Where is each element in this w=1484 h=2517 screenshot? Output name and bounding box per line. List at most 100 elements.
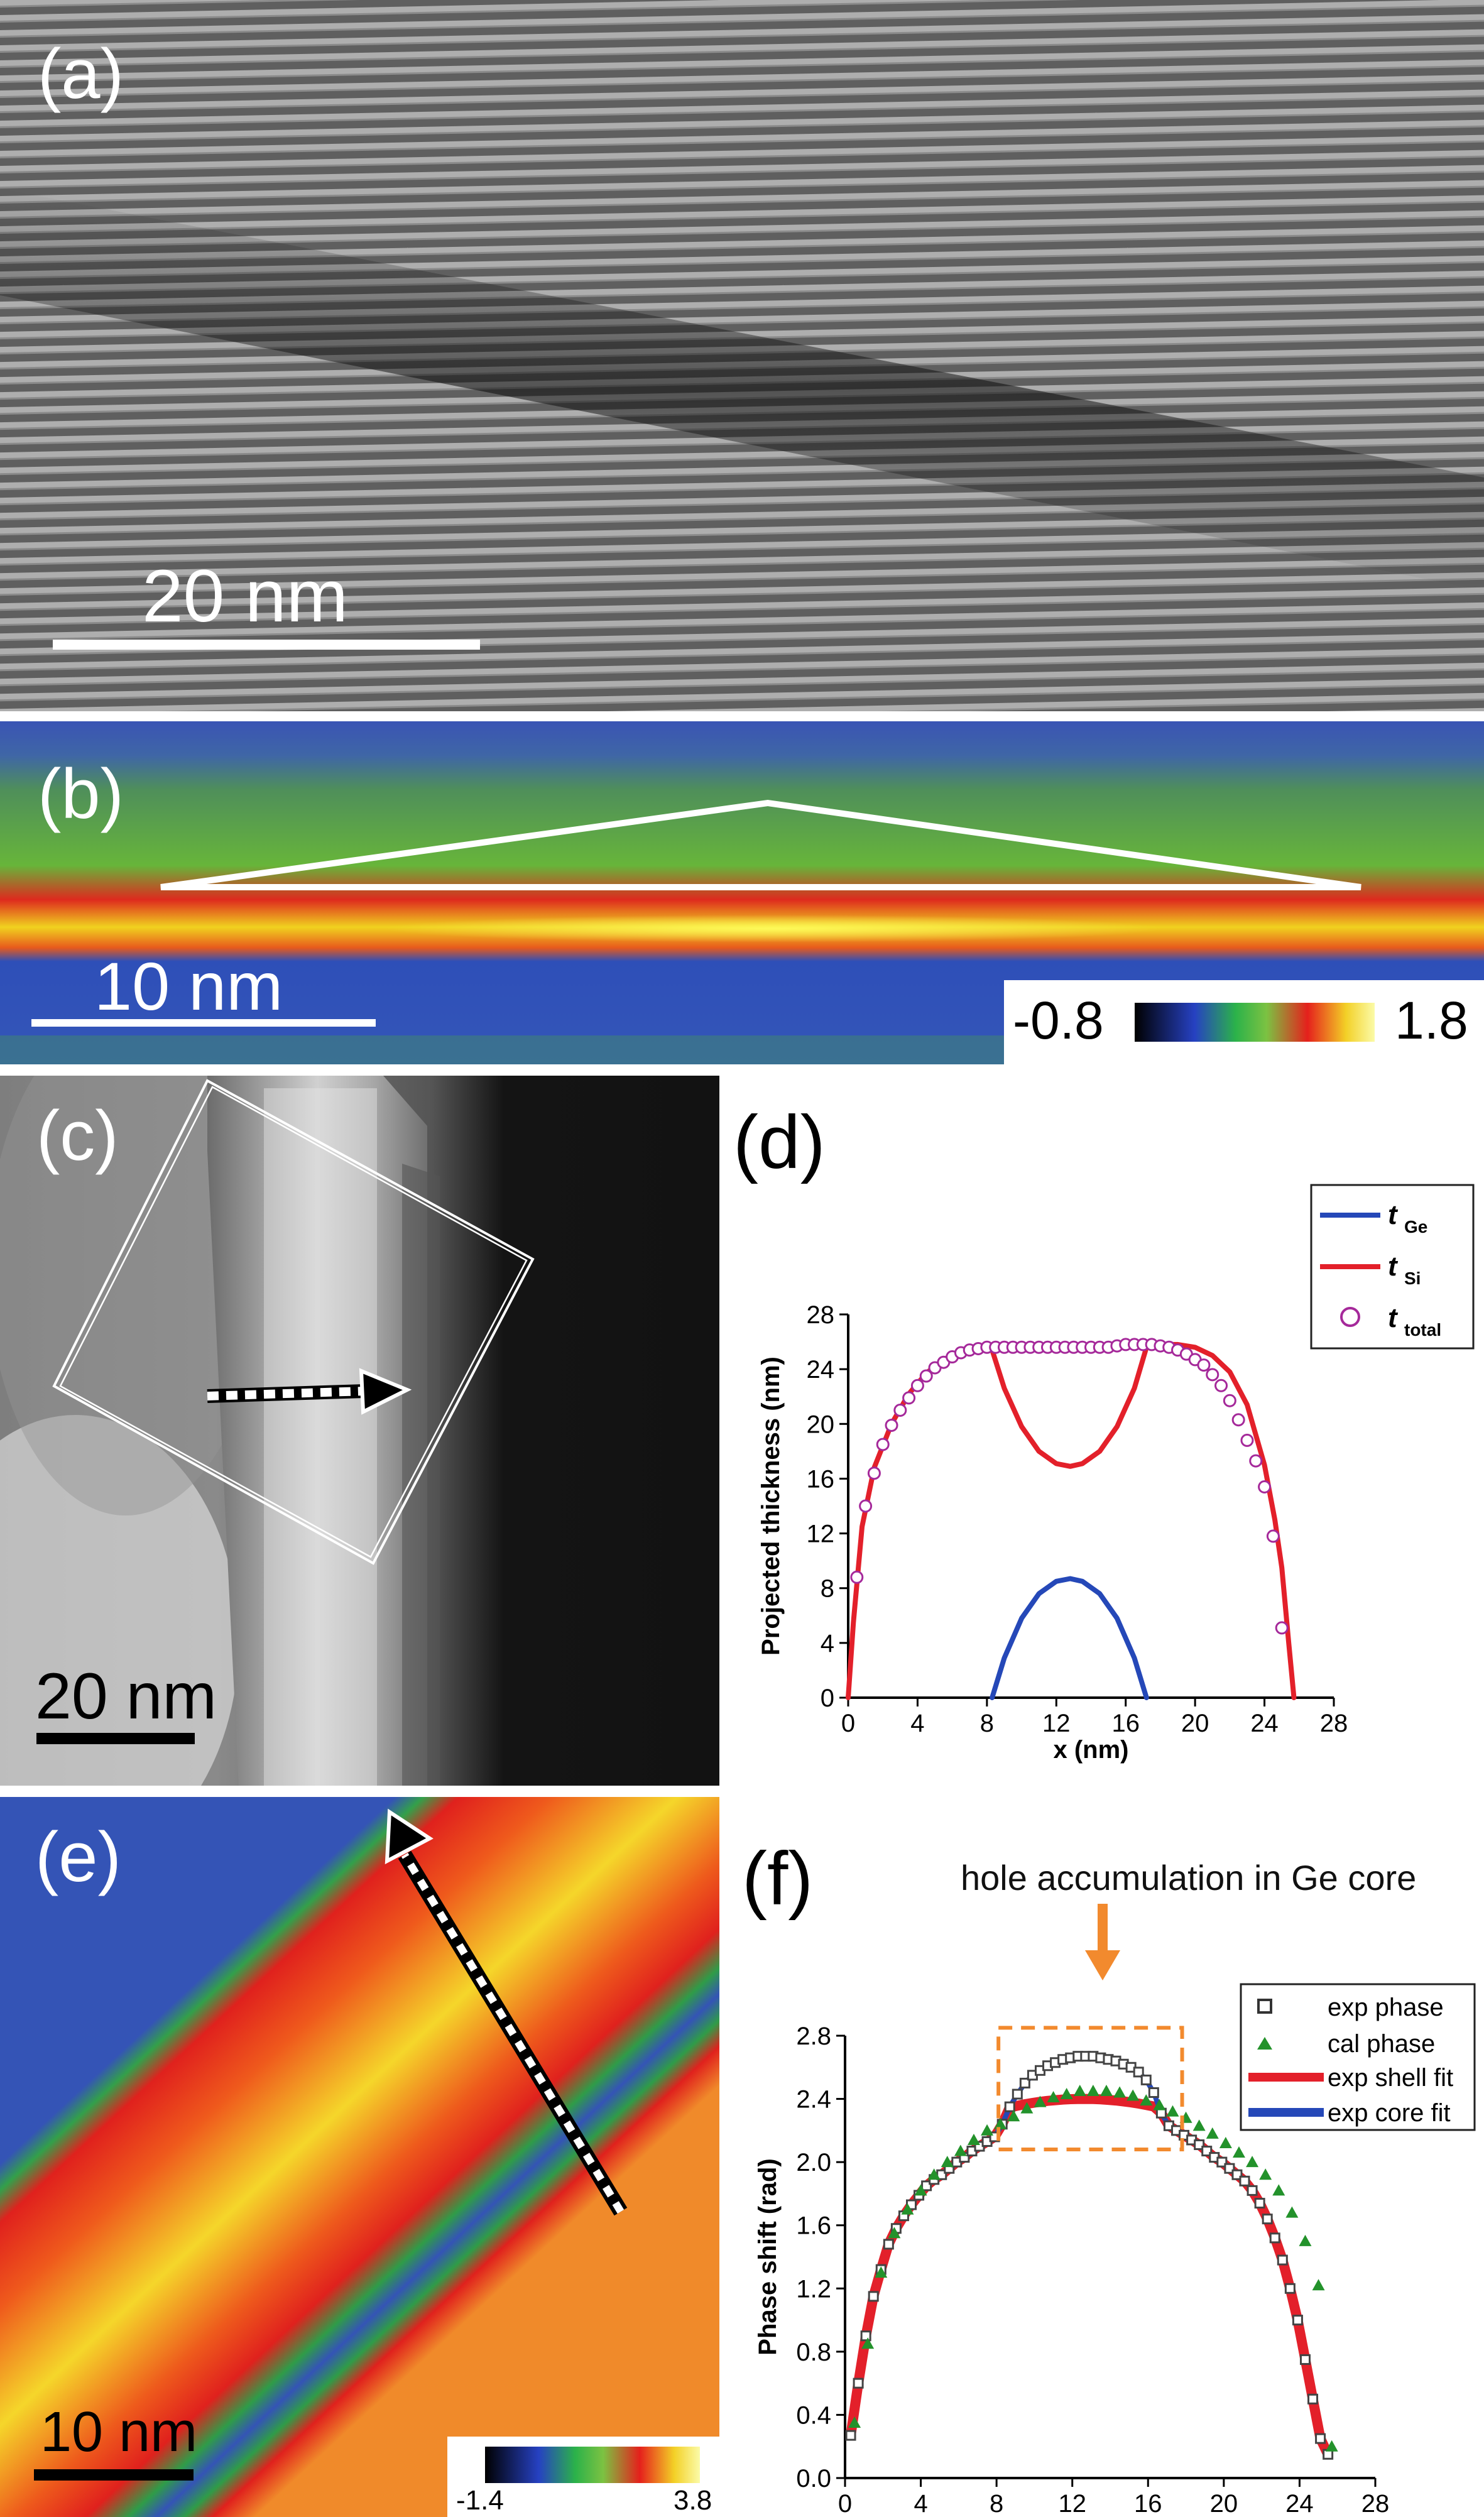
t-total-point [876, 1438, 890, 1451]
cal-phase-point [1299, 2234, 1312, 2246]
thickness-xtick-label: 8 [980, 1710, 994, 1737]
cal-phase-point [1007, 2110, 1020, 2122]
cal-phase-point [967, 2133, 980, 2145]
panel-a-scalebar [53, 640, 480, 650]
panel-b-label: (b) [38, 755, 124, 833]
panel-a-scalebar-label: 20 nm [142, 555, 348, 638]
legend-t-ge: t [1388, 1199, 1399, 1230]
panel-e-colorbar-max: 3.8 [674, 2485, 712, 2516]
panel-e-colorbar-min: -1.4 [456, 2485, 504, 2516]
cal-phase-point [901, 2203, 914, 2215]
exp-phase-point [1292, 2315, 1303, 2326]
phase-ytick-label: 1.6 [796, 2212, 831, 2240]
exp-phase-point [860, 2330, 871, 2342]
panel-a-label: (a) [38, 35, 124, 113]
cal-phase-point [1259, 2168, 1272, 2180]
cal-phase-point [1325, 2440, 1338, 2452]
thickness-xlabel: x (nm) [1054, 1736, 1129, 1764]
panel-c: (c) 20 nm [0, 1076, 719, 1786]
cal-phase-point [1232, 2146, 1245, 2158]
cal-phase-point [1127, 2089, 1140, 2101]
thickness-ytick-label: 28 [807, 1301, 835, 1329]
thickness-ytick-label: 12 [807, 1521, 835, 1548]
phase-xtick-label: 16 [1134, 2490, 1162, 2517]
panel-c-scalebar [36, 1733, 195, 1744]
thickness-xtick-label: 0 [841, 1710, 855, 1737]
hole-accumulation-annotation: hole accumulation in Ge core [961, 1858, 1416, 1897]
panel-b-colorbar-max: 1.8 [1395, 991, 1468, 1050]
legend-cal-phase: cal phase [1328, 2030, 1435, 2058]
exp-phase-point [1216, 2156, 1228, 2168]
cal-phase-point [848, 2416, 861, 2428]
strain-map-image [0, 721, 1484, 1064]
exp-phase-point [1277, 2254, 1288, 2266]
cal-phase-point [1047, 2091, 1060, 2103]
exp-phase-point [1012, 2088, 1023, 2100]
cal-phase-point [1060, 2088, 1073, 2100]
cal-phase-point [1153, 2099, 1166, 2110]
legend-sub-ge: Ge [1404, 1217, 1427, 1237]
cal-phase-point [1219, 2136, 1232, 2148]
t-total-point [885, 1418, 898, 1432]
exp-phase-point [1254, 2198, 1265, 2209]
cal-phase-point [1166, 2105, 1179, 2117]
t-total-point [1223, 1394, 1236, 1407]
thickness-xtick-label: 28 [1320, 1710, 1348, 1737]
cal-phase-point [875, 2266, 888, 2278]
thickness-xtick-label: 12 [1042, 1710, 1071, 1737]
phase-ytick-label: 0.8 [796, 2339, 831, 2366]
thickness-ytick-label: 0 [821, 1684, 834, 1712]
cal-phase-point [1192, 2119, 1206, 2131]
phase-xtick-label: 12 [1058, 2490, 1086, 2517]
hole-accumulation-box [996, 2026, 1184, 2152]
exp-phase-point [1315, 2433, 1326, 2444]
exp-phase-point [1262, 2214, 1273, 2225]
cal-phase-point [941, 2156, 954, 2168]
t-total-point [919, 1369, 933, 1383]
cal-phase-point [1140, 2094, 1153, 2106]
cal-phase-point [981, 2124, 994, 2136]
cal-phase-point [1272, 2184, 1285, 2196]
panel-b: (b) 10 nm -0.8 1.8 [0, 721, 1484, 1064]
legend-shell-fit: exp shell fit [1328, 2064, 1453, 2092]
annotation-arrow-head [1085, 1950, 1120, 1980]
legend-core-fit: exp core fit [1328, 2099, 1451, 2127]
cal-phase-point [1020, 2102, 1034, 2114]
thickness-ytick-label: 20 [807, 1411, 835, 1438]
legend-sub-si: Si [1404, 1269, 1421, 1288]
legend-t-total: t [1388, 1302, 1399, 1333]
cal-phase-point [994, 2117, 1007, 2129]
exp-phase-point [1299, 2354, 1311, 2365]
phase-ytick-label: 0.4 [796, 2401, 831, 2429]
phase-ytick-label: 2.0 [796, 2149, 831, 2176]
t-total-point [859, 1499, 873, 1513]
thickness-ylabel: Projected thickness (nm) [757, 1357, 785, 1656]
phase-ytick-label: 1.2 [796, 2275, 831, 2303]
legend-t-si: t [1388, 1251, 1399, 1282]
exp-phase-point [1247, 2185, 1258, 2196]
panel-e-scalebar-label: 10 nm [40, 2401, 198, 2464]
phase-xtick-label: 0 [838, 2490, 852, 2517]
cal-phase-point [1206, 2127, 1219, 2139]
phase-xtick-label: 8 [990, 2490, 1003, 2517]
exp-phase-point [1201, 2146, 1213, 2157]
panel-b-scalebar [31, 1019, 376, 1027]
cal-phase-point [1073, 2085, 1086, 2096]
exp-phase-point [1239, 2175, 1250, 2187]
thickness-xtick-label: 4 [910, 1710, 924, 1737]
t-total-point [850, 1570, 864, 1584]
stem-image [0, 1076, 719, 1786]
t-total-point [1240, 1433, 1254, 1447]
panel-e-scalebar [34, 2469, 194, 2481]
thickness-ytick-label: 8 [821, 1575, 834, 1603]
phase-legend: exp phase cal phase exp shell fit exp co… [1240, 1983, 1476, 2131]
panel-c-label: (c) [36, 1096, 119, 1175]
thickness-legend: t Ge t Si t total [1310, 1184, 1475, 1350]
cal-phase-point [1285, 2206, 1299, 2218]
legend-swatch-cal-phase [1257, 2037, 1272, 2050]
t-total-point [1258, 1480, 1272, 1493]
t-total-point [902, 1391, 916, 1405]
phase-xtick-label: 24 [1285, 2490, 1314, 2517]
cal-phase-point [1099, 2085, 1113, 2096]
panel-a: (a) 20 nm [0, 0, 1484, 711]
